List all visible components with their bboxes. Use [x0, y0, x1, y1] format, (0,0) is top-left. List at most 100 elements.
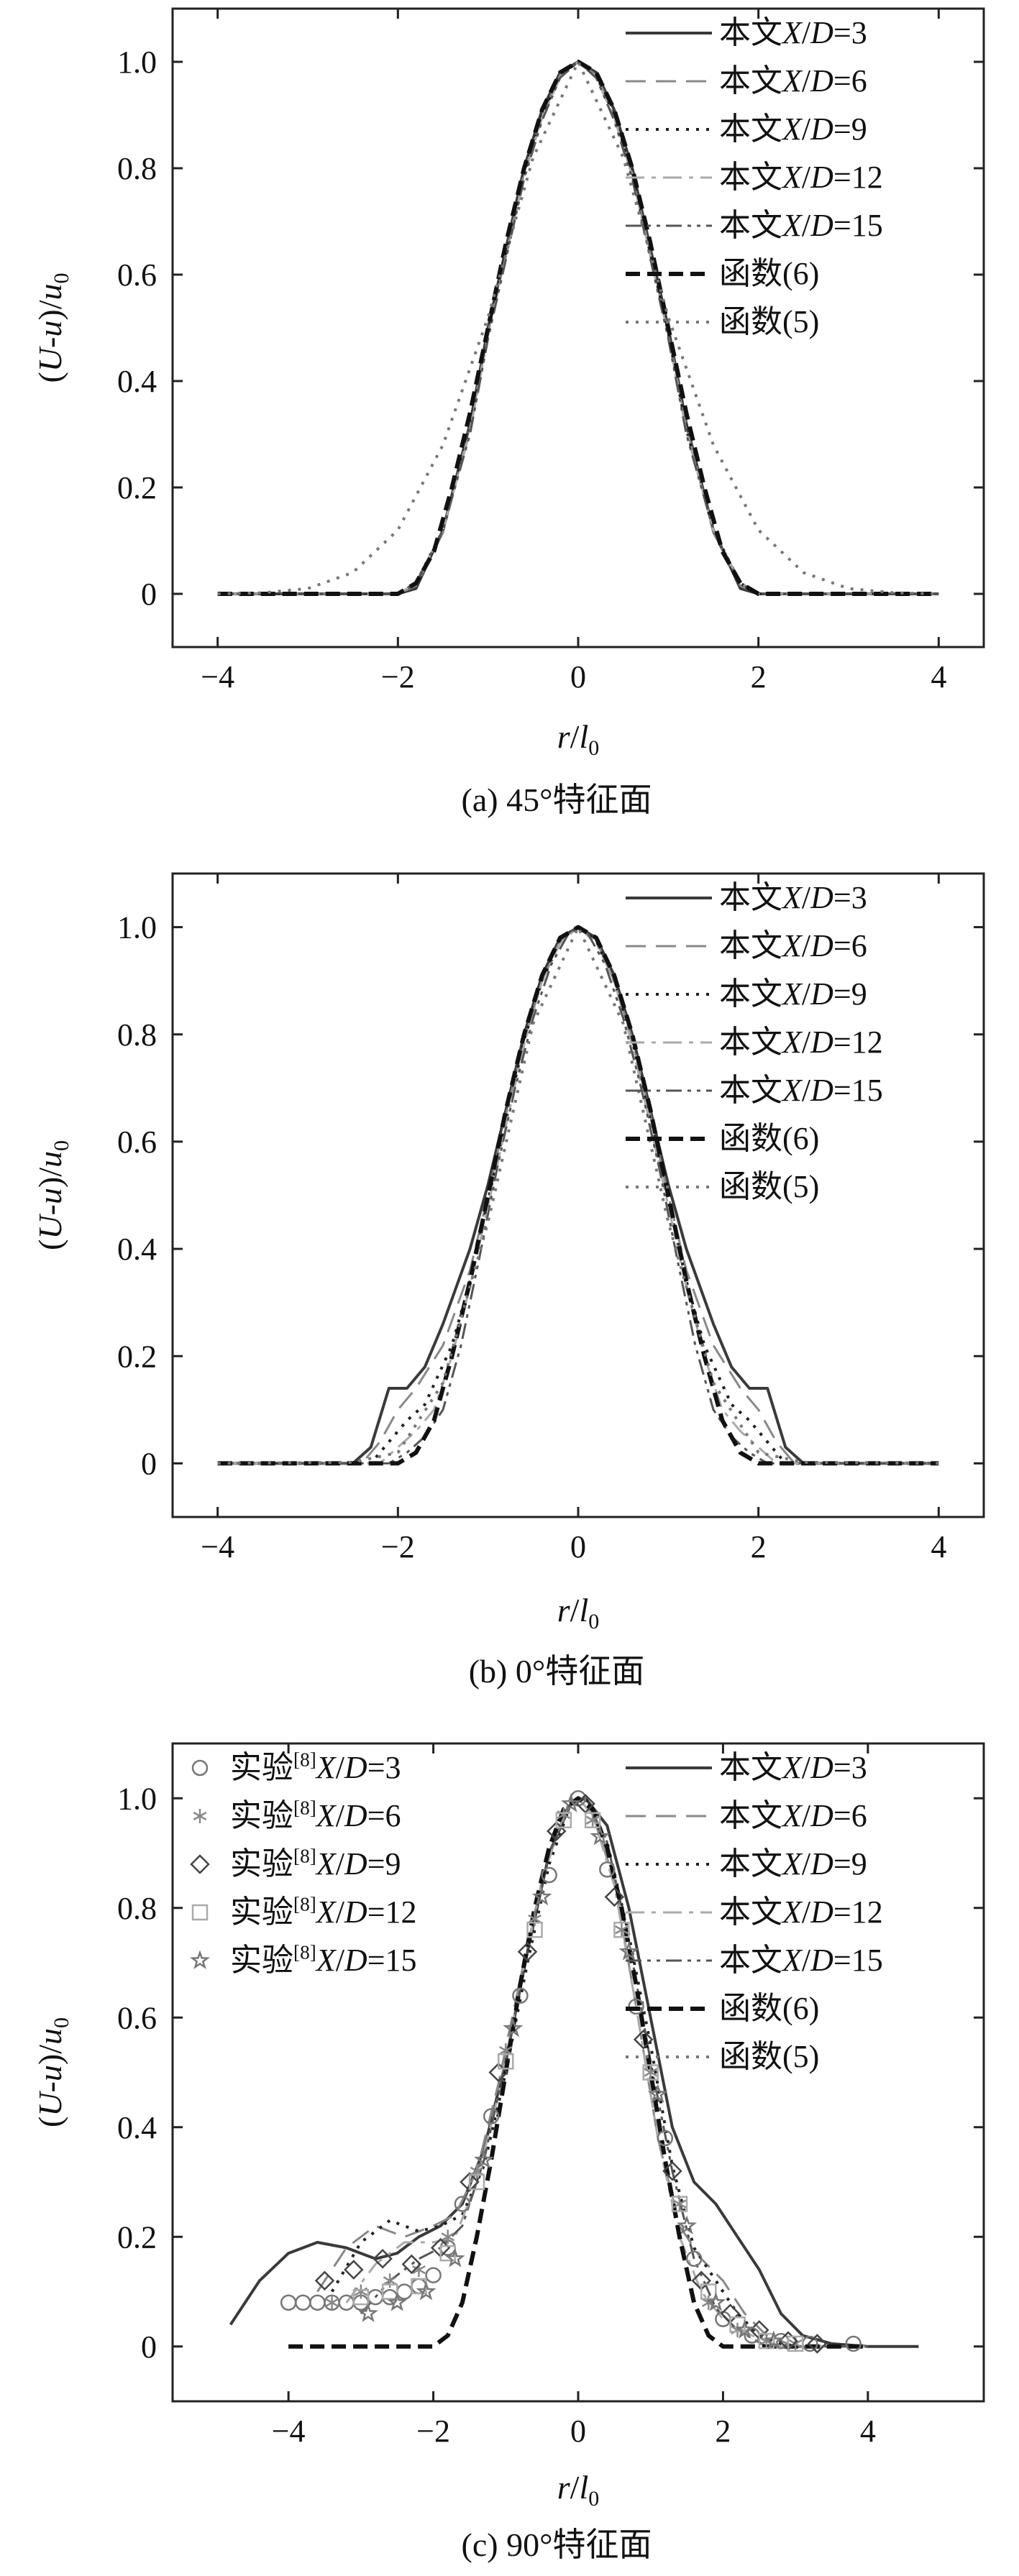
- x-tick-label: 4: [931, 659, 946, 695]
- scatter-point-4: [503, 2017, 524, 2038]
- scatter-point-0: [381, 2288, 398, 2306]
- scatter-point-3: [787, 2335, 804, 2352]
- legend-label-5: 函数(6): [719, 1991, 819, 2026]
- x-tick-label: 2: [751, 1529, 767, 1564]
- chart-caption: (b) 0°特征面: [469, 1653, 645, 1690]
- scatter-point-0: [483, 2108, 500, 2124]
- plot-frame: [171, 872, 985, 1518]
- y-tick-label: 0.8: [117, 1017, 157, 1053]
- scatter-point-3: [758, 2332, 775, 2350]
- x-tick-label: 4: [931, 1529, 946, 1564]
- scatter-point-3: [381, 2283, 398, 2300]
- legend-scatter-label-2: 实验[8]X/D=9: [230, 1845, 401, 1881]
- y-axis-label: (U-u)/u0: [32, 2017, 73, 2127]
- scatter-point-4: [474, 2149, 494, 2169]
- scatter-point-1: [528, 1912, 542, 1926]
- scatter-point-1: [644, 2065, 658, 2080]
- scatter-point-3: [613, 1922, 630, 1938]
- legend-scatter-label-3: 实验[8]X/D=12: [230, 1893, 417, 1930]
- x-tick-label: 2: [715, 2414, 731, 2449]
- y-tick-label: 0.8: [117, 151, 157, 186]
- scatter-point-3: [498, 2053, 514, 2070]
- series-line-6: [217, 925, 939, 1465]
- scatter-point-2: [314, 2270, 335, 2291]
- legend-label-1: 本文X/D=6: [719, 928, 867, 963]
- legend-scatter-label-1: 实验[8]X/D=6: [230, 1797, 401, 1833]
- x-tick-label: 0: [570, 2414, 586, 2449]
- y-tick-label: 0.4: [117, 364, 157, 399]
- scatter-point-0: [657, 2130, 674, 2147]
- scatter-point-3: [584, 1812, 601, 1828]
- y-tick-label: 0.2: [117, 1339, 157, 1374]
- scatter-point-2: [517, 1941, 538, 1962]
- scatter-point-4: [531, 1886, 552, 1906]
- scatter-point-4: [561, 1793, 581, 1812]
- y-tick-label: 0.6: [117, 2000, 157, 2035]
- scatter-point-0: [541, 1866, 557, 1884]
- series-line-2: [217, 925, 939, 1465]
- x-axis-label: r/l0: [557, 718, 599, 760]
- series-line-5: [217, 925, 939, 1466]
- y-tick-label: 0.8: [117, 1891, 157, 1926]
- series-line-4: [217, 926, 939, 1465]
- legend-label-5: 函数(6): [719, 256, 819, 291]
- scatter-point-1: [615, 1922, 629, 1938]
- legend-label-6: 函数(5): [719, 1169, 819, 1204]
- y-axis-label: (U-u)/u0: [32, 273, 73, 383]
- legend-label-0: 本文X/D=3: [719, 880, 867, 915]
- series-line-4: [217, 60, 939, 595]
- legend-label-6: 函数(5): [719, 2039, 819, 2074]
- scatter-point-2: [604, 1887, 625, 1907]
- legend-marker-0: [191, 1759, 209, 1777]
- legend-label-2: 本文X/D=9: [719, 1846, 867, 1881]
- legend-marker-4: [189, 1950, 211, 1969]
- scatter-point-1: [383, 2273, 397, 2288]
- y-tick-label: 0.6: [117, 257, 157, 293]
- y-tick-label: 0.2: [117, 470, 157, 505]
- scatter-point-0: [396, 2283, 413, 2300]
- legend-label-4: 本文X/D=15: [719, 208, 883, 243]
- series-line-3: [217, 926, 939, 1465]
- x-tick-label: −2: [381, 1529, 415, 1564]
- y-tick-label: 0.4: [117, 2110, 157, 2145]
- scatter-point-4: [416, 2281, 437, 2301]
- y-tick-label: 0: [141, 577, 157, 612]
- scatter-point-3: [700, 2283, 717, 2300]
- legend-label-1: 本文X/D=6: [719, 1798, 867, 1833]
- legend-label-0: 本文X/D=3: [719, 15, 867, 50]
- scatter-point-0: [845, 2335, 862, 2352]
- y-tick-label: 0.2: [117, 2219, 157, 2255]
- legend-label-2: 本文X/D=9: [719, 976, 867, 1012]
- scatter-point-2: [373, 2248, 393, 2269]
- scatter-point-3: [468, 2173, 485, 2191]
- scatter-point-4: [358, 2303, 378, 2322]
- scatter-point-0: [280, 2294, 297, 2311]
- chart-panel-0: −4 −2 0 2 4 0 0.2 0.4 0.6 0.8 1.0 r/l0 (U-u)/u0 (a) 4…: [32, 7, 985, 818]
- scatter-point-1: [585, 1812, 600, 1828]
- scatter-point-3: [526, 1922, 543, 1938]
- series-line-3: [345, 1797, 868, 2348]
- scatter-point-0: [512, 1987, 529, 2004]
- y-tick-label: 1.0: [117, 45, 157, 80]
- y-tick-label: 0.6: [117, 1124, 157, 1160]
- x-tick-label: 4: [860, 2414, 876, 2449]
- scatter-point-2: [662, 2160, 682, 2181]
- chart-caption: (c) 90°特征面: [462, 2526, 652, 2563]
- scatter-point-4: [677, 2215, 697, 2234]
- scatter-point-4: [618, 1941, 639, 1961]
- y-tick-label: 0: [141, 2329, 157, 2365]
- scatter-point-4: [444, 2248, 465, 2268]
- chart-caption: (a) 45°特征面: [462, 781, 652, 818]
- scatter-point-1: [672, 2196, 687, 2211]
- scatter-point-1: [470, 2163, 484, 2178]
- scatter-point-4: [705, 2292, 726, 2311]
- legend-label-6: 函数(5): [719, 304, 819, 339]
- scatter-point-2: [807, 2334, 828, 2354]
- series-line-5: [288, 1796, 868, 2349]
- chart-panel-1: −4 −2 0 2 4 0 0.2 0.4 0.6 0.8 1.0 r/l0 (U-u)/u0 (b) 0…: [32, 872, 985, 1690]
- plot-frame: [171, 1742, 985, 2403]
- y-axis-label: (U-u)/u0: [32, 1140, 73, 1250]
- scatter-point-4: [734, 2319, 755, 2339]
- x-tick-label: −4: [272, 2414, 306, 2449]
